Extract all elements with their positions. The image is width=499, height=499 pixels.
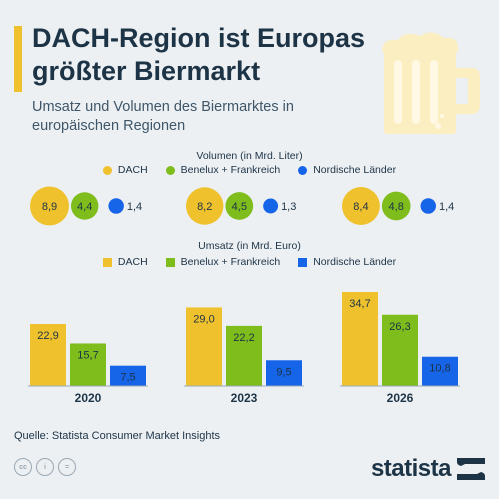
bar-label-benelux-2020: 15,7 — [77, 349, 98, 361]
legend-item-nordic: Nordische Länder — [298, 164, 396, 176]
bar-dach-2023 — [186, 307, 222, 386]
bar-benelux-2023 — [226, 325, 262, 386]
bar-nordic-2023 — [266, 360, 302, 386]
bubble-label-nordic-2020: 1,4 — [127, 201, 142, 213]
source-note: Quelle: Statista Consumer Market Insight… — [14, 430, 221, 442]
legend-item-dach: DACH — [102, 256, 148, 268]
bar-label-nordic-2023: 9,5 — [276, 366, 291, 378]
page-subtitle: Umsatz und Volumen des Biermarktes in eu… — [32, 99, 294, 134]
bar-label-nordic-2020: 7,5 — [120, 372, 135, 384]
legend-swatch-benelux — [165, 257, 175, 267]
volume-title: Volumen (in Mrd. Liter) — [196, 150, 303, 162]
bubble-dach-2020 — [30, 186, 69, 226]
beer-mug-icon — [382, 32, 480, 134]
person-icon: i — [36, 458, 54, 476]
legend-label-nordic: Nordische Länder — [313, 164, 397, 176]
bubble-dach-2023 — [186, 187, 224, 225]
x-tick-label-2026: 2026 — [387, 391, 414, 405]
legend-swatch-dach — [102, 257, 112, 267]
bubble-nordic-2020 — [108, 198, 124, 214]
bubble-label-dach-2023: 8,2 — [197, 201, 212, 213]
bar-label-benelux-2023: 22,2 — [233, 332, 254, 344]
license-icons: cc i = — [14, 458, 76, 476]
equals-icon: = — [58, 458, 76, 476]
bar-nordic-2026 — [422, 356, 458, 386]
bar-dach-2026 — [342, 292, 378, 386]
volume-legend: DACH Benelux + Frankreich Nordische Länd… — [0, 164, 499, 176]
bubble-nordic-2023 — [263, 198, 279, 214]
bubble-label-benelux-2023: 4,5 — [232, 201, 247, 213]
cc-icon: cc — [14, 458, 32, 476]
bubble-benelux-2026 — [381, 191, 411, 221]
bubble-nordic-2026 — [420, 198, 436, 214]
legend-label-nordic: Nordische Länder — [313, 256, 397, 268]
legend-item-dach: DACH — [102, 164, 148, 176]
page-title: DACH-Region ist Europas größter Biermark… — [32, 23, 366, 86]
legend-swatch-nordic — [298, 257, 308, 267]
bubble-dach-2026 — [342, 187, 380, 225]
bar-label-dach-2023: 29,0 — [193, 313, 214, 325]
revenue-legend: DACH Benelux + Frankreich Nordische Länd… — [0, 256, 499, 268]
x-tick-label-2023: 2023 — [231, 391, 258, 405]
bubble-benelux-2020 — [71, 192, 99, 220]
legend-item-benelux: Benelux + Frankreich — [165, 256, 281, 268]
bar-label-nordic-2026: 10,8 — [429, 363, 450, 375]
brand-wordmark: statista — [370, 455, 452, 482]
statista-logo: statista — [371, 455, 485, 483]
bar-label-dach-2020: 22,9 — [37, 330, 58, 342]
legend-item-benelux: Benelux + Frankreich — [165, 164, 281, 176]
bubble-label-benelux-2026: 4,8 — [389, 201, 404, 213]
legend-swatch-dach — [102, 165, 112, 175]
x-tick-label-2020: 2020 — [75, 391, 102, 405]
legend-label-dach: DACH — [117, 256, 148, 268]
bar-benelux-2026 — [382, 314, 418, 386]
bar-benelux-2020 — [70, 343, 106, 386]
legend-label-benelux: Benelux + Frankreich — [180, 164, 281, 176]
legend-label-benelux: Benelux + Frankreich — [180, 256, 281, 268]
title-accent-bar — [14, 26, 22, 92]
bubble-label-benelux-2020: 4,4 — [77, 201, 92, 213]
bubble-label-nordic-2026: 1,4 — [439, 201, 454, 213]
legend-swatch-nordic — [298, 165, 308, 175]
legend-swatch-benelux — [165, 165, 175, 175]
bubble-benelux-2023 — [225, 192, 254, 220]
bar-nordic-2020 — [110, 365, 146, 386]
legend-item-nordic: Nordische Länder — [298, 256, 396, 268]
bar-dach-2020 — [30, 323, 66, 386]
bar-label-dach-2026: 34,7 — [349, 298, 370, 310]
legend-label-dach: DACH — [117, 164, 148, 176]
statista-logo-icon — [457, 458, 485, 480]
bubble-label-nordic-2023: 1,3 — [281, 201, 296, 213]
bubble-label-dach-2020: 8,9 — [42, 201, 57, 213]
bubble-label-dach-2026: 8,4 — [353, 201, 368, 213]
revenue-title: Umsatz (in Mrd. Euro) — [198, 240, 301, 252]
bar-label-benelux-2026: 26,3 — [389, 321, 410, 333]
